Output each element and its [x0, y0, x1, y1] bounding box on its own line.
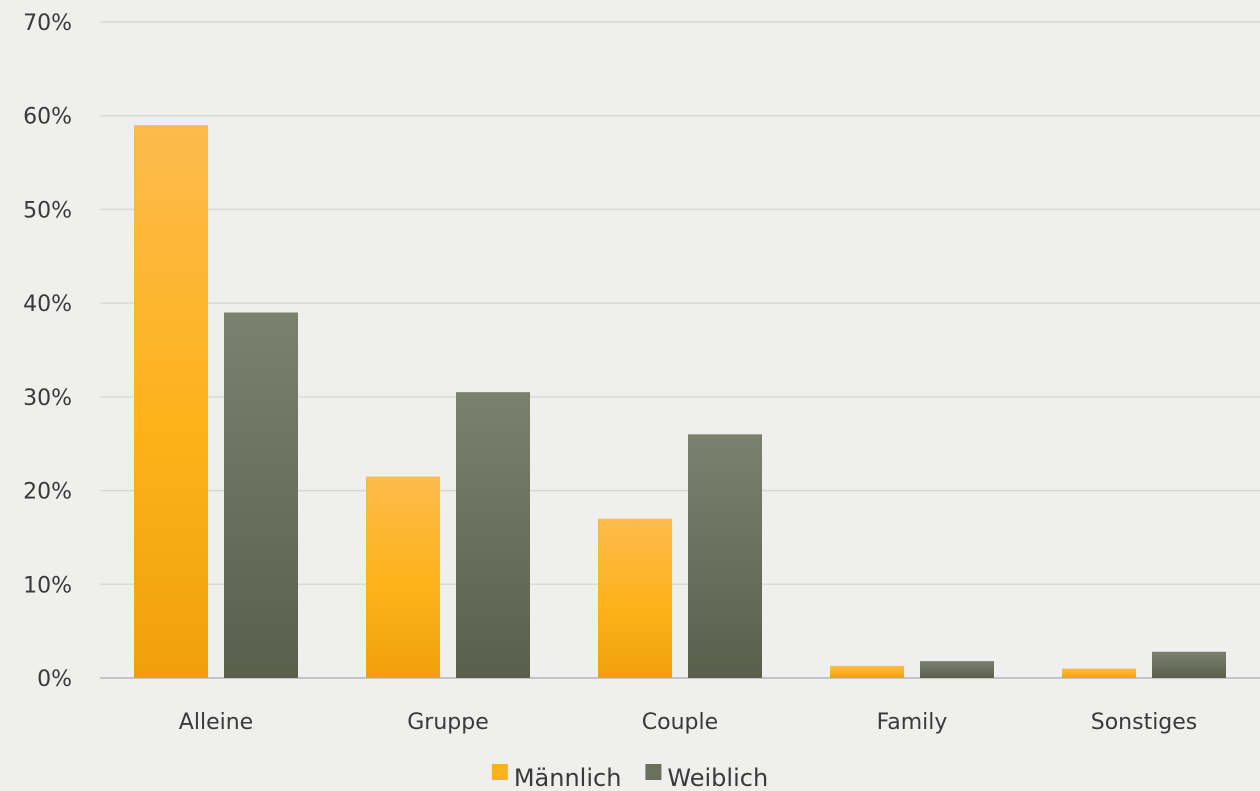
bars	[134, 125, 1226, 679]
bar-couple-weiblich	[688, 434, 762, 678]
bar-alleine-weiblich	[224, 312, 298, 678]
bar-gruppe-maennlich	[366, 476, 440, 678]
y-tick-label: 70%	[23, 11, 72, 36]
y-tick-label: 60%	[23, 105, 72, 130]
bar-sonstiges-weiblich	[1152, 651, 1226, 678]
x-category-label: Sonstiges	[1091, 710, 1198, 735]
legend-label: Männlich	[514, 764, 622, 791]
bar-alleine-maennlich	[134, 125, 208, 679]
bar-couple-maennlich	[598, 518, 672, 678]
x-category-label: Couple	[642, 710, 718, 735]
y-axis-tick-labels: 0% 10% 20% 30% 40% 50% 60% 70%	[23, 11, 72, 692]
legend-swatch	[491, 764, 508, 780]
bar-family-weiblich	[920, 661, 994, 678]
x-category-label: Gruppe	[407, 710, 489, 735]
x-category-label: Family	[877, 710, 948, 735]
bar-family-maennlich	[830, 665, 904, 678]
legend-swatch	[645, 764, 662, 780]
y-tick-label: 30%	[23, 386, 72, 411]
y-tick-label: 50%	[23, 198, 72, 223]
y-tick-label: 0%	[37, 667, 72, 692]
legend: Männlich Weiblich	[491, 764, 768, 791]
y-tick-label: 20%	[23, 480, 72, 505]
y-tick-label: 40%	[23, 292, 72, 317]
bar-gruppe-weiblich	[456, 392, 530, 678]
x-category-label: Alleine	[179, 710, 253, 735]
y-tick-label: 10%	[23, 573, 72, 598]
x-axis-category-labels: Alleine Gruppe Couple Family Sonstiges	[179, 710, 1197, 735]
legend-label: Weiblich	[667, 764, 768, 791]
bar-sonstiges-maennlich	[1062, 668, 1136, 678]
